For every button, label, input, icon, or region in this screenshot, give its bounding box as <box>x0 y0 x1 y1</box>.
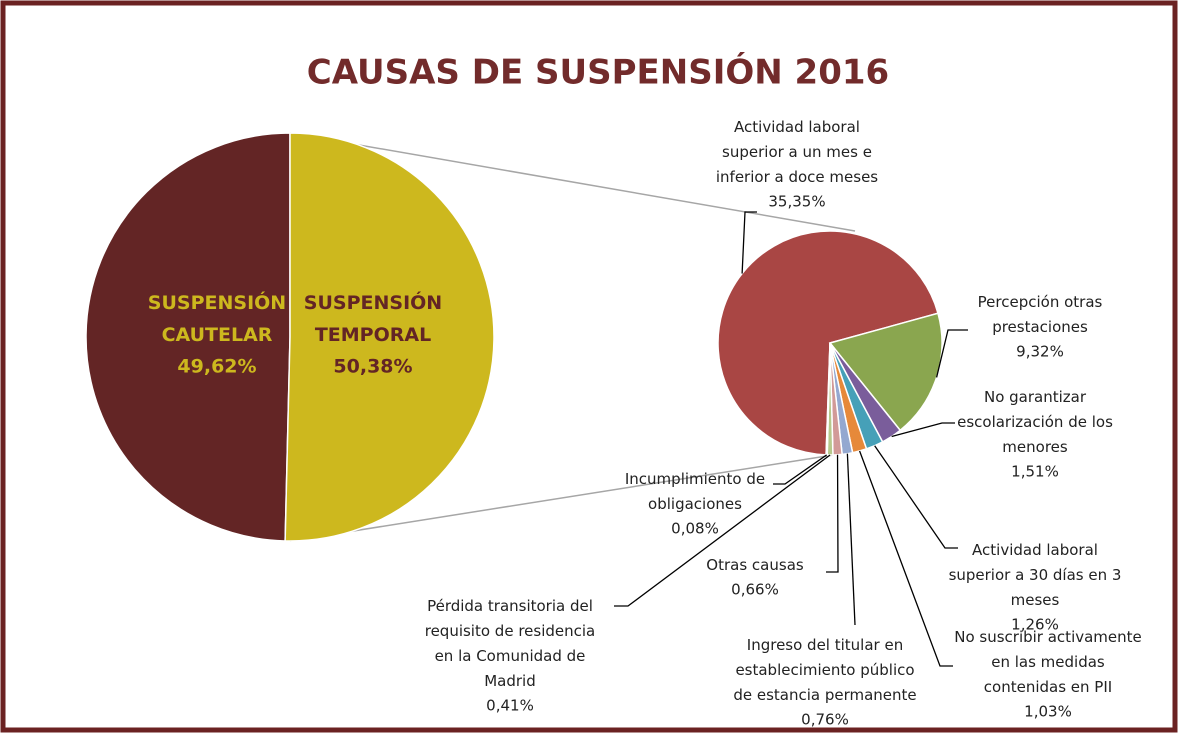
slice-label: Otras causas <box>706 556 804 574</box>
slice-label: No suscribir activamente en las medidas co… <box>954 628 1142 696</box>
leader-line <box>858 450 953 667</box>
slice-label: Pérdida transitoria del requisito de resi… <box>425 597 596 690</box>
slice-value-label: 35,35% <box>768 193 825 211</box>
pie-slice <box>85 132 291 542</box>
leader-line <box>773 454 828 485</box>
connector <box>289 132 856 232</box>
slice-label: SUSPENSIÓN CAUTELAR <box>148 290 286 346</box>
pie-slice <box>284 132 495 542</box>
slice-value-label: 1,51% <box>1011 463 1059 481</box>
slice-value-label: 1,26% <box>1011 616 1059 634</box>
leader-line <box>741 211 757 274</box>
slice-label: No garantizar escolarización de los menore… <box>957 388 1113 456</box>
slice-value-label: 0,66% <box>731 581 779 599</box>
sub-pie-slice <box>717 230 939 456</box>
slice-value-label: 0,08% <box>671 520 719 538</box>
connector <box>289 454 834 542</box>
slice-label: Percepción otras prestaciones <box>978 293 1103 336</box>
slice-value-label: 9,32% <box>1016 343 1064 361</box>
slice-label: Ingreso del titular en establecimiento pú… <box>733 636 916 704</box>
slice-value-label: 0,76% <box>801 711 849 729</box>
leader-line <box>935 329 968 378</box>
leader-line <box>874 445 958 549</box>
leader-line <box>846 453 856 626</box>
slice-label: Actividad laboral superior a 30 días en 3… <box>949 541 1122 609</box>
slice-value-label: 0,41% <box>486 697 534 715</box>
slice-label: Incumplimiento de obligaciones <box>625 470 765 513</box>
slice-label: Actividad laboral superior a un mes e infe… <box>716 118 878 186</box>
slice-value-label: 50,38% <box>333 356 412 378</box>
slice-value-label: 49,62% <box>177 356 256 378</box>
leader-line <box>891 422 955 438</box>
leader-line <box>614 454 831 607</box>
chart-title: CAUSAS DE SUSPENSIÓN 2016 <box>307 52 889 93</box>
slice-label: SUSPENSIÓN TEMPORAL <box>304 290 442 346</box>
leader-line <box>826 454 839 573</box>
slice-value-label: 1,03% <box>1024 703 1072 721</box>
